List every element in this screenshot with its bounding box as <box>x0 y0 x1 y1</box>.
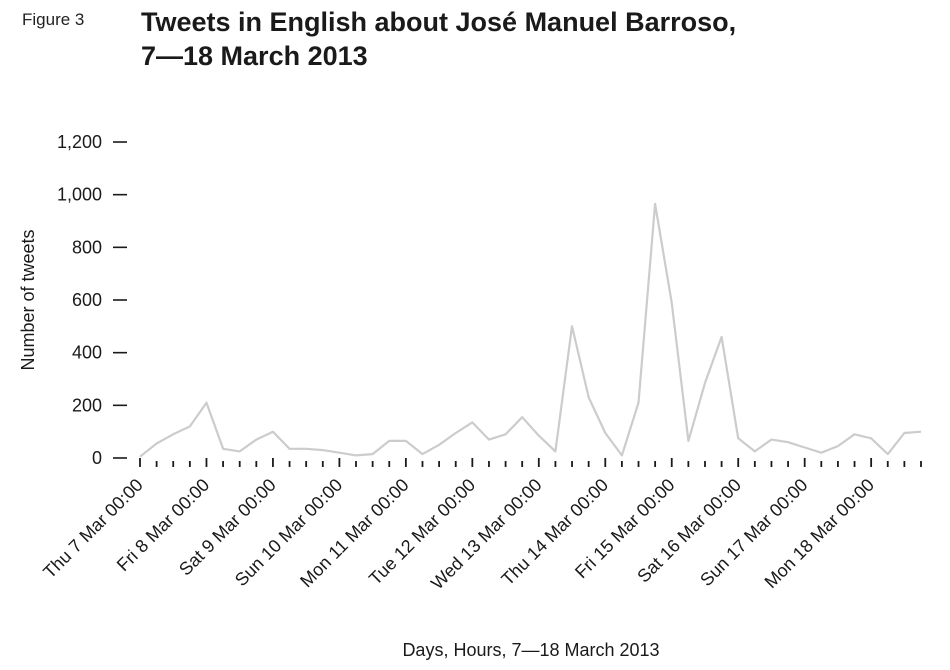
y-axis: 0 200 400 600 800 1,000 1,200 <box>57 132 127 468</box>
x-tick-label: Mon 18 Mar 00:00 <box>761 475 878 592</box>
y-axis-label: Number of tweets <box>18 229 38 370</box>
figure-label: Figure 3 <box>22 10 85 29</box>
y-tick-label: 1,000 <box>57 185 102 205</box>
series-line-tweets <box>139 202 922 458</box>
y-tick-label: 800 <box>72 237 102 257</box>
y-tick-label: 1,200 <box>57 132 102 152</box>
chart-title: Tweets in English about José Manuel Barr… <box>141 5 921 73</box>
y-tick-label: 0 <box>92 448 102 468</box>
x-axis-label: Days, Hours, 7—18 March 2013 <box>402 640 659 660</box>
y-tick-label: 200 <box>72 395 102 415</box>
series-group <box>139 202 922 458</box>
y-tick-label: 600 <box>72 290 102 310</box>
x-tick-label: Wed 13 Mar 00:00 <box>427 475 546 594</box>
y-tick-label: 400 <box>72 343 102 363</box>
chart-title-line-2: 7—18 March 2013 <box>141 41 368 71</box>
chart-title-line-1: Tweets in English about José Manuel Barr… <box>141 7 737 37</box>
